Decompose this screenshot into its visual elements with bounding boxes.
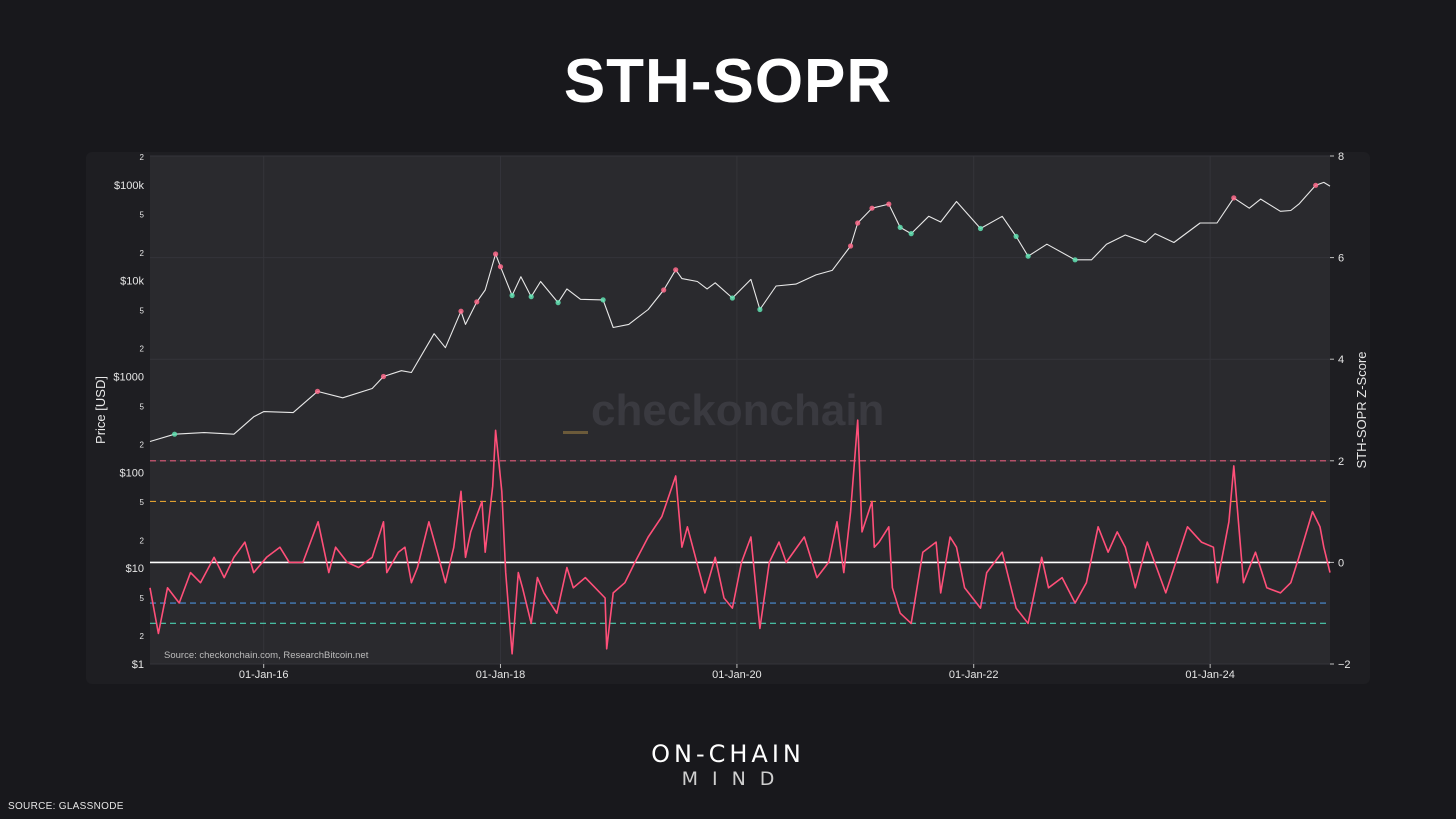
price-regime-point (497, 264, 504, 270)
chart-source-text: Source: checkonchain.com, ResearchBitcoi… (164, 650, 369, 661)
right-tick-label: 2 (1338, 456, 1344, 468)
price-regime-point (380, 373, 387, 380)
price-regime-point (869, 205, 875, 211)
price-regime-point (528, 294, 534, 300)
left-tick-label: 5 (140, 307, 145, 316)
price-regime-point (1313, 182, 1319, 188)
price-regime-point (886, 201, 892, 207)
right-tick-label: 6 (1338, 253, 1344, 265)
source-note: SOURCE: GLASSNODE (8, 801, 124, 812)
left-tick-label: 2 (140, 440, 145, 449)
price-regime-point (848, 243, 854, 249)
right-tick-label: 4 (1338, 354, 1344, 366)
left-tick-label: $100k (114, 180, 144, 192)
price-regime-point (172, 431, 178, 437)
x-tick-label: 01-Jan-16 (239, 669, 289, 681)
price-series (149, 181, 1331, 443)
price-regime-point (458, 308, 464, 314)
price-regime-point (673, 267, 679, 273)
left-tick-label: $100 (120, 467, 144, 479)
left-tick-label: $10 (126, 563, 144, 575)
price-regime-point (977, 225, 984, 232)
x-tick-label: 01-Jan-24 (1185, 669, 1235, 681)
right-axis-ticks: −2 0 2 4 6 8 (1330, 152, 1351, 671)
price-regime-point (1013, 233, 1019, 239)
left-tick-label: 5 (140, 211, 145, 220)
left-tick-label: 2 (140, 632, 145, 641)
left-tick-label: $1000 (113, 372, 144, 384)
price-regime-point (474, 299, 480, 305)
page-title: STH-SOPR (563, 47, 893, 116)
price-regime-point (897, 224, 903, 230)
price-regime-point (493, 251, 499, 257)
price-regime-point (661, 287, 667, 293)
price-regime-point (1231, 195, 1237, 201)
left-tick-label: 2 (140, 345, 145, 354)
left-tick-label: 2 (140, 153, 145, 162)
price-regime-point (314, 388, 321, 394)
price-regime-point (1025, 253, 1031, 259)
left-tick-label: 2 (140, 536, 145, 545)
x-tick-label: 01-Jan-22 (949, 669, 999, 681)
left-axis-ticks: $1 2 5 $10 2 5 $100 2 5 $1000 2 5 $10k 2 5 $100k 2 (113, 153, 144, 671)
left-tick-label: 5 (140, 498, 145, 507)
left-axis-label: Price [USD] (93, 376, 108, 444)
x-tick-label: 01-Jan-20 (712, 669, 762, 681)
left-tick-label: 2 (140, 249, 145, 258)
watermark-logo-bar (563, 431, 588, 434)
price-regime-point (757, 306, 763, 313)
x-axis-ticks: 01-Jan-16 01-Jan-18 01-Jan-20 01-Jan-22 01-J… (239, 664, 1235, 681)
price-regime-point (1072, 257, 1078, 263)
brand-logo-line2: MIND (681, 768, 789, 790)
price-regime-point (555, 300, 561, 306)
price-regime-point (729, 295, 736, 301)
price-regime-point (855, 220, 861, 226)
left-tick-label: $1 (132, 659, 144, 671)
zscore-series (149, 419, 1331, 655)
right-tick-label: 0 (1338, 557, 1344, 569)
right-axis-label: STH-SOPR Z-Score (1354, 351, 1369, 468)
left-tick-label: 5 (140, 594, 145, 603)
sth-sopr-chart: checkonchain $1 2 5 $10 2 5 $100 2 5 $1000 2 5 $10k 2… (93, 152, 1369, 681)
right-tick-label: 8 (1338, 152, 1344, 163)
chart-frame: checkonchain $1 2 5 $10 2 5 $100 2 5 $1000 2 5 $10k 2… (86, 152, 1370, 684)
price-regime-point (600, 297, 606, 303)
brand-logo-line1: ON-CHAIN (651, 740, 805, 768)
watermark: checkonchain (591, 386, 884, 435)
right-tick-label: −2 (1338, 659, 1351, 671)
price-regime-point (509, 292, 515, 299)
left-tick-label: 5 (140, 402, 145, 411)
zscore-line (149, 419, 1331, 655)
x-tick-label: 01-Jan-18 (476, 669, 526, 681)
left-tick-label: $10k (120, 276, 144, 288)
price-regime-point (908, 231, 914, 237)
